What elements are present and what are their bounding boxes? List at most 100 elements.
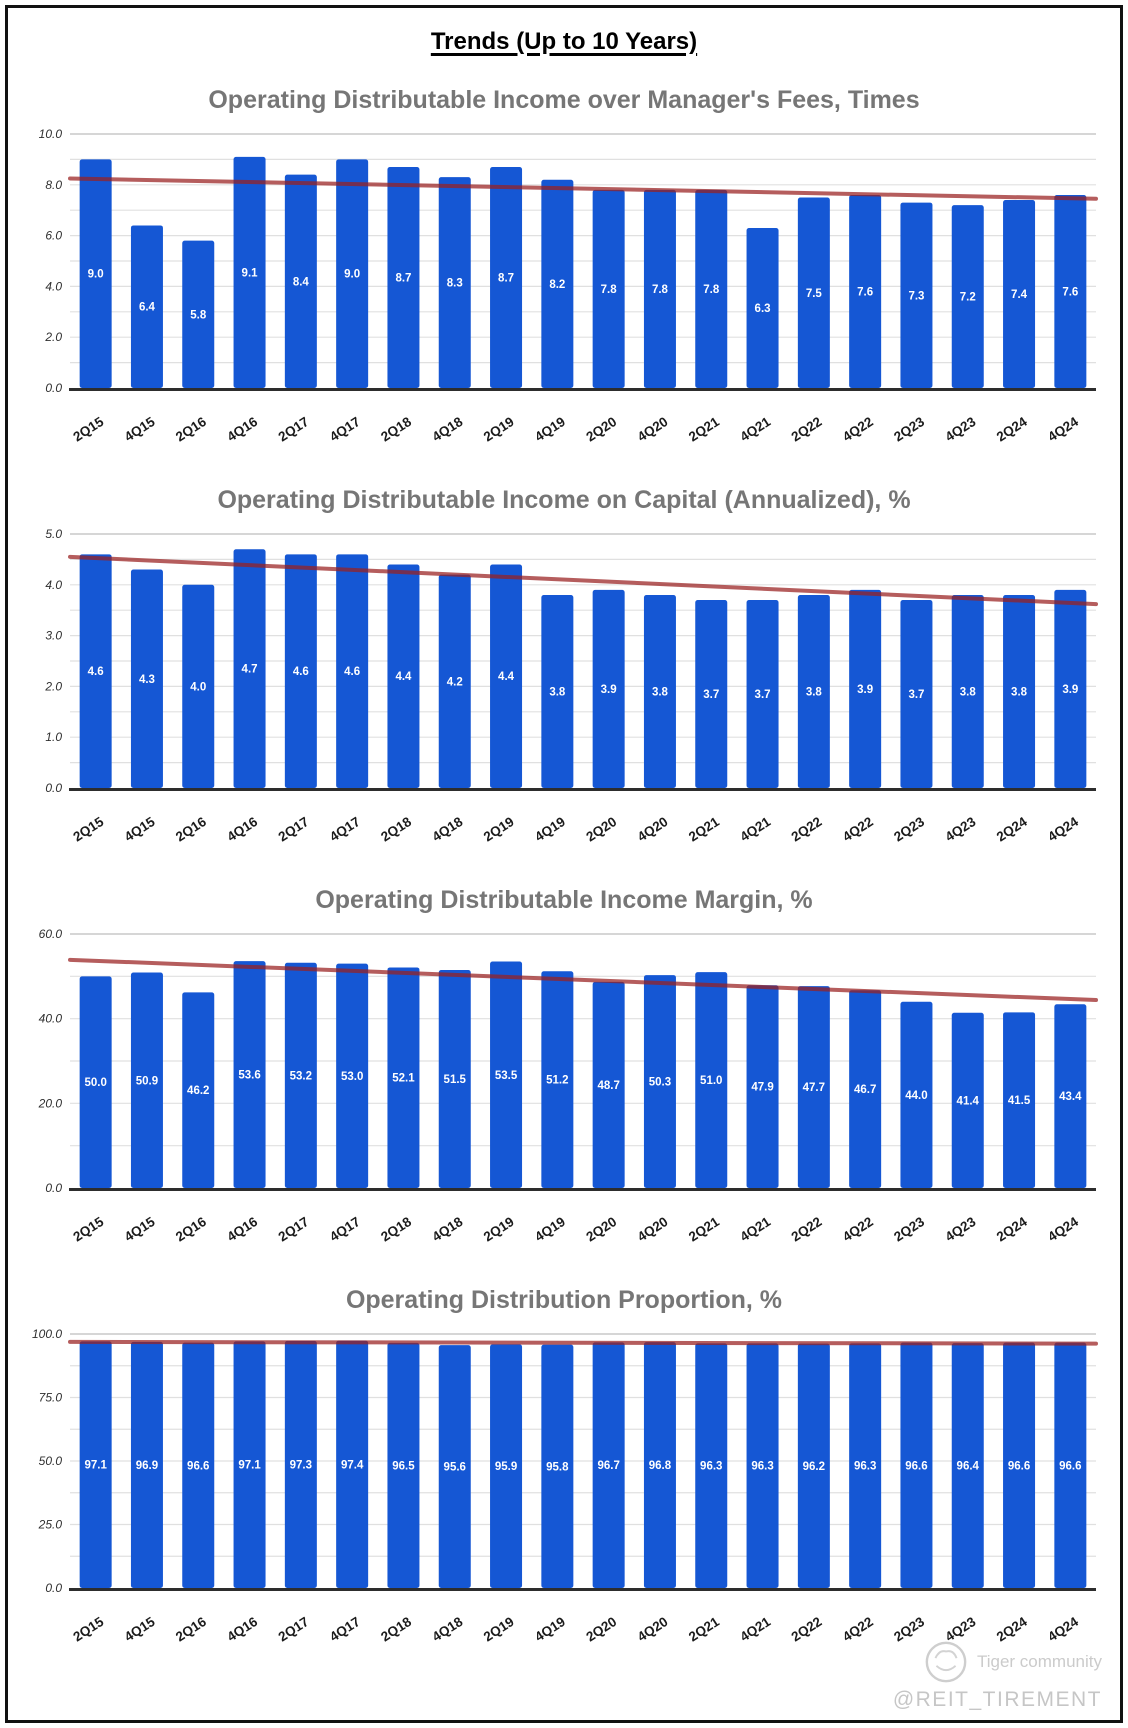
trendline (68, 957, 1098, 1003)
bar (849, 990, 882, 1188)
x-axis-label: 4Q20 (635, 814, 671, 845)
bar-value-label: 44.0 (905, 1090, 927, 1102)
bar-value-label: 96.6 (187, 1460, 209, 1472)
x-axis-label: 2Q20 (583, 814, 619, 845)
chart-canvas-odi-margin: 0.0 20.0 40.0 60.0 50.0 2Q15 50.9 4Q15 46.2 2Q16 5… (38, 927, 1098, 1245)
bar-value-label: 8.7 (395, 273, 411, 285)
x-axis-label: 4Q15 (122, 1614, 158, 1645)
bar (387, 564, 420, 788)
bar (1003, 1342, 1036, 1588)
bar-value-label: 3.9 (601, 684, 617, 696)
trendline (68, 1339, 1098, 1346)
y-axis-label: 50.0 (39, 1454, 63, 1468)
bar (284, 554, 317, 788)
bar (900, 1342, 933, 1588)
x-axis-label: 2Q18 (378, 814, 414, 845)
bar (1054, 194, 1087, 388)
bar-value-label: 97.4 (341, 1459, 364, 1471)
x-axis-label: 2Q22 (789, 414, 825, 445)
y-axis-label: 2.0 (44, 330, 62, 344)
chart-title-dist-proportion: Operating Distribution Proportion, % (345, 1286, 783, 1314)
chart-title-odi-over-fees: Operating Distributable Income over Mana… (208, 86, 920, 114)
bar (797, 986, 830, 1188)
bar (797, 197, 830, 388)
x-axis-label: 2Q18 (378, 1614, 414, 1645)
bar-value-label: 6.4 (139, 302, 156, 314)
watermark-brand: Tiger community (976, 1652, 1102, 1671)
bar-value-label: 7.5 (806, 288, 823, 300)
x-axis-label: 2Q17 (276, 414, 312, 445)
x-axis-label: 2Q17 (276, 814, 312, 845)
trendline (68, 176, 1098, 201)
bar (849, 1343, 882, 1588)
bar (182, 992, 215, 1188)
bar (849, 194, 882, 388)
bar-value-label: 96.2 (803, 1461, 825, 1473)
bar (900, 202, 933, 388)
bar (1054, 1342, 1087, 1588)
y-axis-label: 4.0 (45, 578, 62, 592)
x-axis-label: 2Q21 (686, 1214, 722, 1245)
x-axis-label: 4Q15 (122, 1214, 158, 1245)
bar-value-label: 4.6 (344, 666, 360, 678)
x-axis-label: 4Q22 (840, 1214, 876, 1245)
bar (130, 225, 163, 388)
bar-value-label: 96.7 (597, 1460, 619, 1472)
bar (951, 1343, 984, 1588)
bar (130, 972, 163, 1188)
bar-value-label: 4.0 (190, 681, 206, 693)
bar (695, 1343, 728, 1588)
bar-value-label: 50.0 (84, 1077, 106, 1089)
x-axis-label: 4Q18 (430, 414, 466, 445)
bar-value-label: 96.6 (1059, 1460, 1081, 1472)
bar (233, 961, 266, 1188)
x-axis-label: 4Q23 (943, 414, 979, 445)
x-axis-label: 2Q18 (378, 1214, 414, 1245)
y-axis-label: 10.0 (39, 127, 63, 141)
bar-value-label: 95.8 (546, 1461, 569, 1473)
bar-value-label: 47.7 (803, 1082, 825, 1094)
bar (490, 564, 523, 788)
x-axis-label: 2Q20 (583, 1214, 619, 1245)
bar-value-label: 51.0 (700, 1075, 722, 1087)
x-axis-label: 4Q16 (224, 814, 260, 845)
x-axis-label: 2Q22 (789, 1214, 825, 1245)
x-axis-label: 2Q22 (789, 814, 825, 845)
x-axis-label: 2Q15 (70, 1614, 106, 1645)
x-axis-label: 4Q21 (737, 1214, 773, 1245)
bar (336, 159, 369, 388)
bar-value-label: 3.7 (703, 689, 719, 701)
x-axis-label: 2Q19 (481, 814, 517, 845)
bar-value-label: 4.2 (447, 676, 463, 688)
y-axis-label: 1.0 (45, 730, 62, 744)
bar (592, 1342, 625, 1588)
bar-value-label: 5.8 (190, 309, 207, 321)
page-title: Trends (Up to 10 Years) (430, 28, 698, 55)
x-axis-label: 4Q17 (327, 1214, 363, 1245)
bar-value-label: 43.4 (1059, 1091, 1082, 1103)
bar-value-label: 51.2 (546, 1075, 568, 1087)
bar-value-label: 95.6 (444, 1462, 466, 1474)
y-axis-label: 100.0 (32, 1327, 62, 1341)
x-axis-label: 2Q16 (173, 814, 209, 845)
bar (951, 205, 984, 388)
y-axis-label: 40.0 (39, 1012, 63, 1026)
bar-value-label: 53.2 (290, 1070, 312, 1082)
x-axis-label: 4Q17 (327, 1614, 363, 1645)
x-axis-label: 4Q24 (1045, 1214, 1081, 1245)
bar-value-label: 3.7 (755, 689, 771, 701)
bar-value-label: 3.8 (549, 686, 566, 698)
x-axis-label: 2Q16 (173, 414, 209, 445)
bar (79, 554, 112, 788)
bar-value-label: 7.8 (652, 284, 669, 296)
bar (900, 600, 933, 788)
x-axis-label: 4Q15 (122, 414, 158, 445)
bar (746, 227, 779, 388)
x-axis-label: 4Q20 (635, 1614, 671, 1645)
x-axis-label: 4Q17 (327, 414, 363, 445)
bar (541, 1344, 574, 1588)
bar-value-label: 53.0 (341, 1071, 363, 1083)
bar (1054, 589, 1087, 788)
x-axis-label: 2Q23 (891, 414, 927, 445)
bar-value-label: 3.8 (806, 686, 823, 698)
